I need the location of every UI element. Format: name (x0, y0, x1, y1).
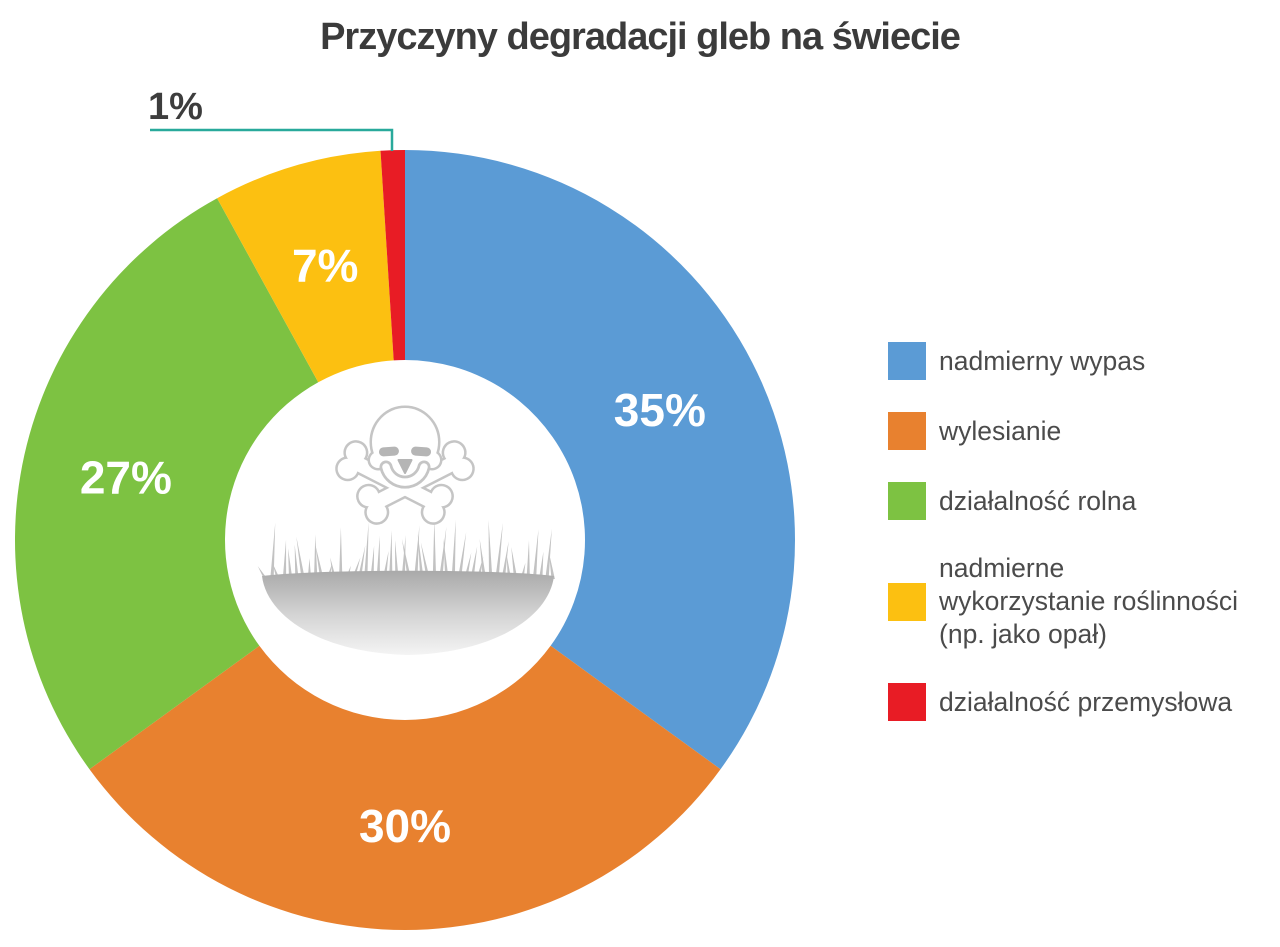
legend-label: nadmierny wypas (939, 345, 1146, 376)
legend-item-dzialalnosc-rolna: działalność rolna (888, 482, 1273, 520)
grass-blade (270, 522, 276, 579)
soil-mound (262, 570, 554, 655)
slice-percent-label: 7% (292, 239, 358, 291)
donut-slices (15, 150, 795, 931)
legend-swatch-yellow (888, 582, 926, 621)
grass-blade (296, 536, 305, 579)
grass-blade (488, 519, 493, 579)
slice-percent-label: 35% (614, 384, 706, 436)
grass-blade (288, 548, 293, 579)
grass-blade (545, 528, 552, 579)
legend-item-wylesianie: wylesianie (888, 412, 1273, 450)
grass-blade (511, 547, 518, 579)
grass-blade (370, 545, 375, 579)
grass-blade (479, 538, 487, 579)
grass-blade (389, 530, 393, 579)
pie-slice-wylesianie (89, 645, 721, 931)
pie-slice-działalność-przemysłowa (380, 150, 405, 361)
grass-blade (376, 535, 380, 579)
skull-right-eye (411, 446, 432, 457)
legend-label: nadmierne wykorzystanie roślinności (np.… (939, 553, 1238, 649)
grass-blade (314, 534, 318, 579)
legend-label: wylesianie (939, 415, 1062, 446)
grass-blade (451, 519, 456, 579)
legend: nadmierny wypas wylesianie działalność r… (888, 342, 1273, 721)
grass-blade (401, 538, 412, 579)
grass-blade (526, 540, 530, 579)
pie-slice-nadmierny-wypas (405, 150, 795, 770)
grass-blade (282, 539, 287, 579)
label-1-percent: 1% (148, 86, 203, 128)
grass-blade (548, 552, 555, 579)
legend-label: działalność rolna (939, 485, 1137, 516)
legend-item-dzialalnosc-przemyslowa: działalność przemysłowa (888, 683, 1273, 721)
grass-blade (501, 541, 509, 579)
slice-percent-label: 27% (80, 452, 172, 504)
pie-slice-nadmierne-wykorzystanie-roślinności-np-j (217, 150, 394, 383)
grass-blade (420, 542, 430, 579)
legend-item-nadmierne-wykorzystanie: nadmierne wykorzystanie roślinności (np.… (888, 552, 1273, 651)
grass-soil-icon (257, 519, 555, 655)
grass-blade (432, 519, 437, 579)
grass-blade (401, 534, 406, 579)
slice-percent-labels: 35% 30% 27% 7% (80, 239, 706, 852)
grass-blade (439, 526, 447, 579)
legend-swatch-green (888, 482, 926, 520)
skull-crossbones-icon (334, 408, 475, 526)
slice-percent-label: 30% (359, 800, 451, 852)
callout-line-1-percent (150, 128, 394, 151)
chart-title: Przyczyny degradacji gleb na świecie (320, 16, 961, 58)
grass-blade (520, 562, 526, 579)
legend-swatch-orange (888, 412, 926, 450)
skull-left-eye (378, 446, 399, 457)
grass-blade (532, 529, 539, 579)
skull-nose (397, 459, 413, 474)
legend-item-nadmierny-wypas: nadmierny wypas (888, 342, 1273, 380)
grass-blade (364, 522, 369, 579)
grass-blade (417, 534, 424, 579)
grass-blade (339, 527, 343, 579)
legend-swatch-blue (888, 342, 926, 380)
legend-label: działalność przemysłowa (939, 686, 1233, 717)
legend-swatch-red (888, 683, 926, 721)
pie-slice-działalność-rolna (15, 198, 319, 770)
grass-blade (495, 522, 503, 579)
